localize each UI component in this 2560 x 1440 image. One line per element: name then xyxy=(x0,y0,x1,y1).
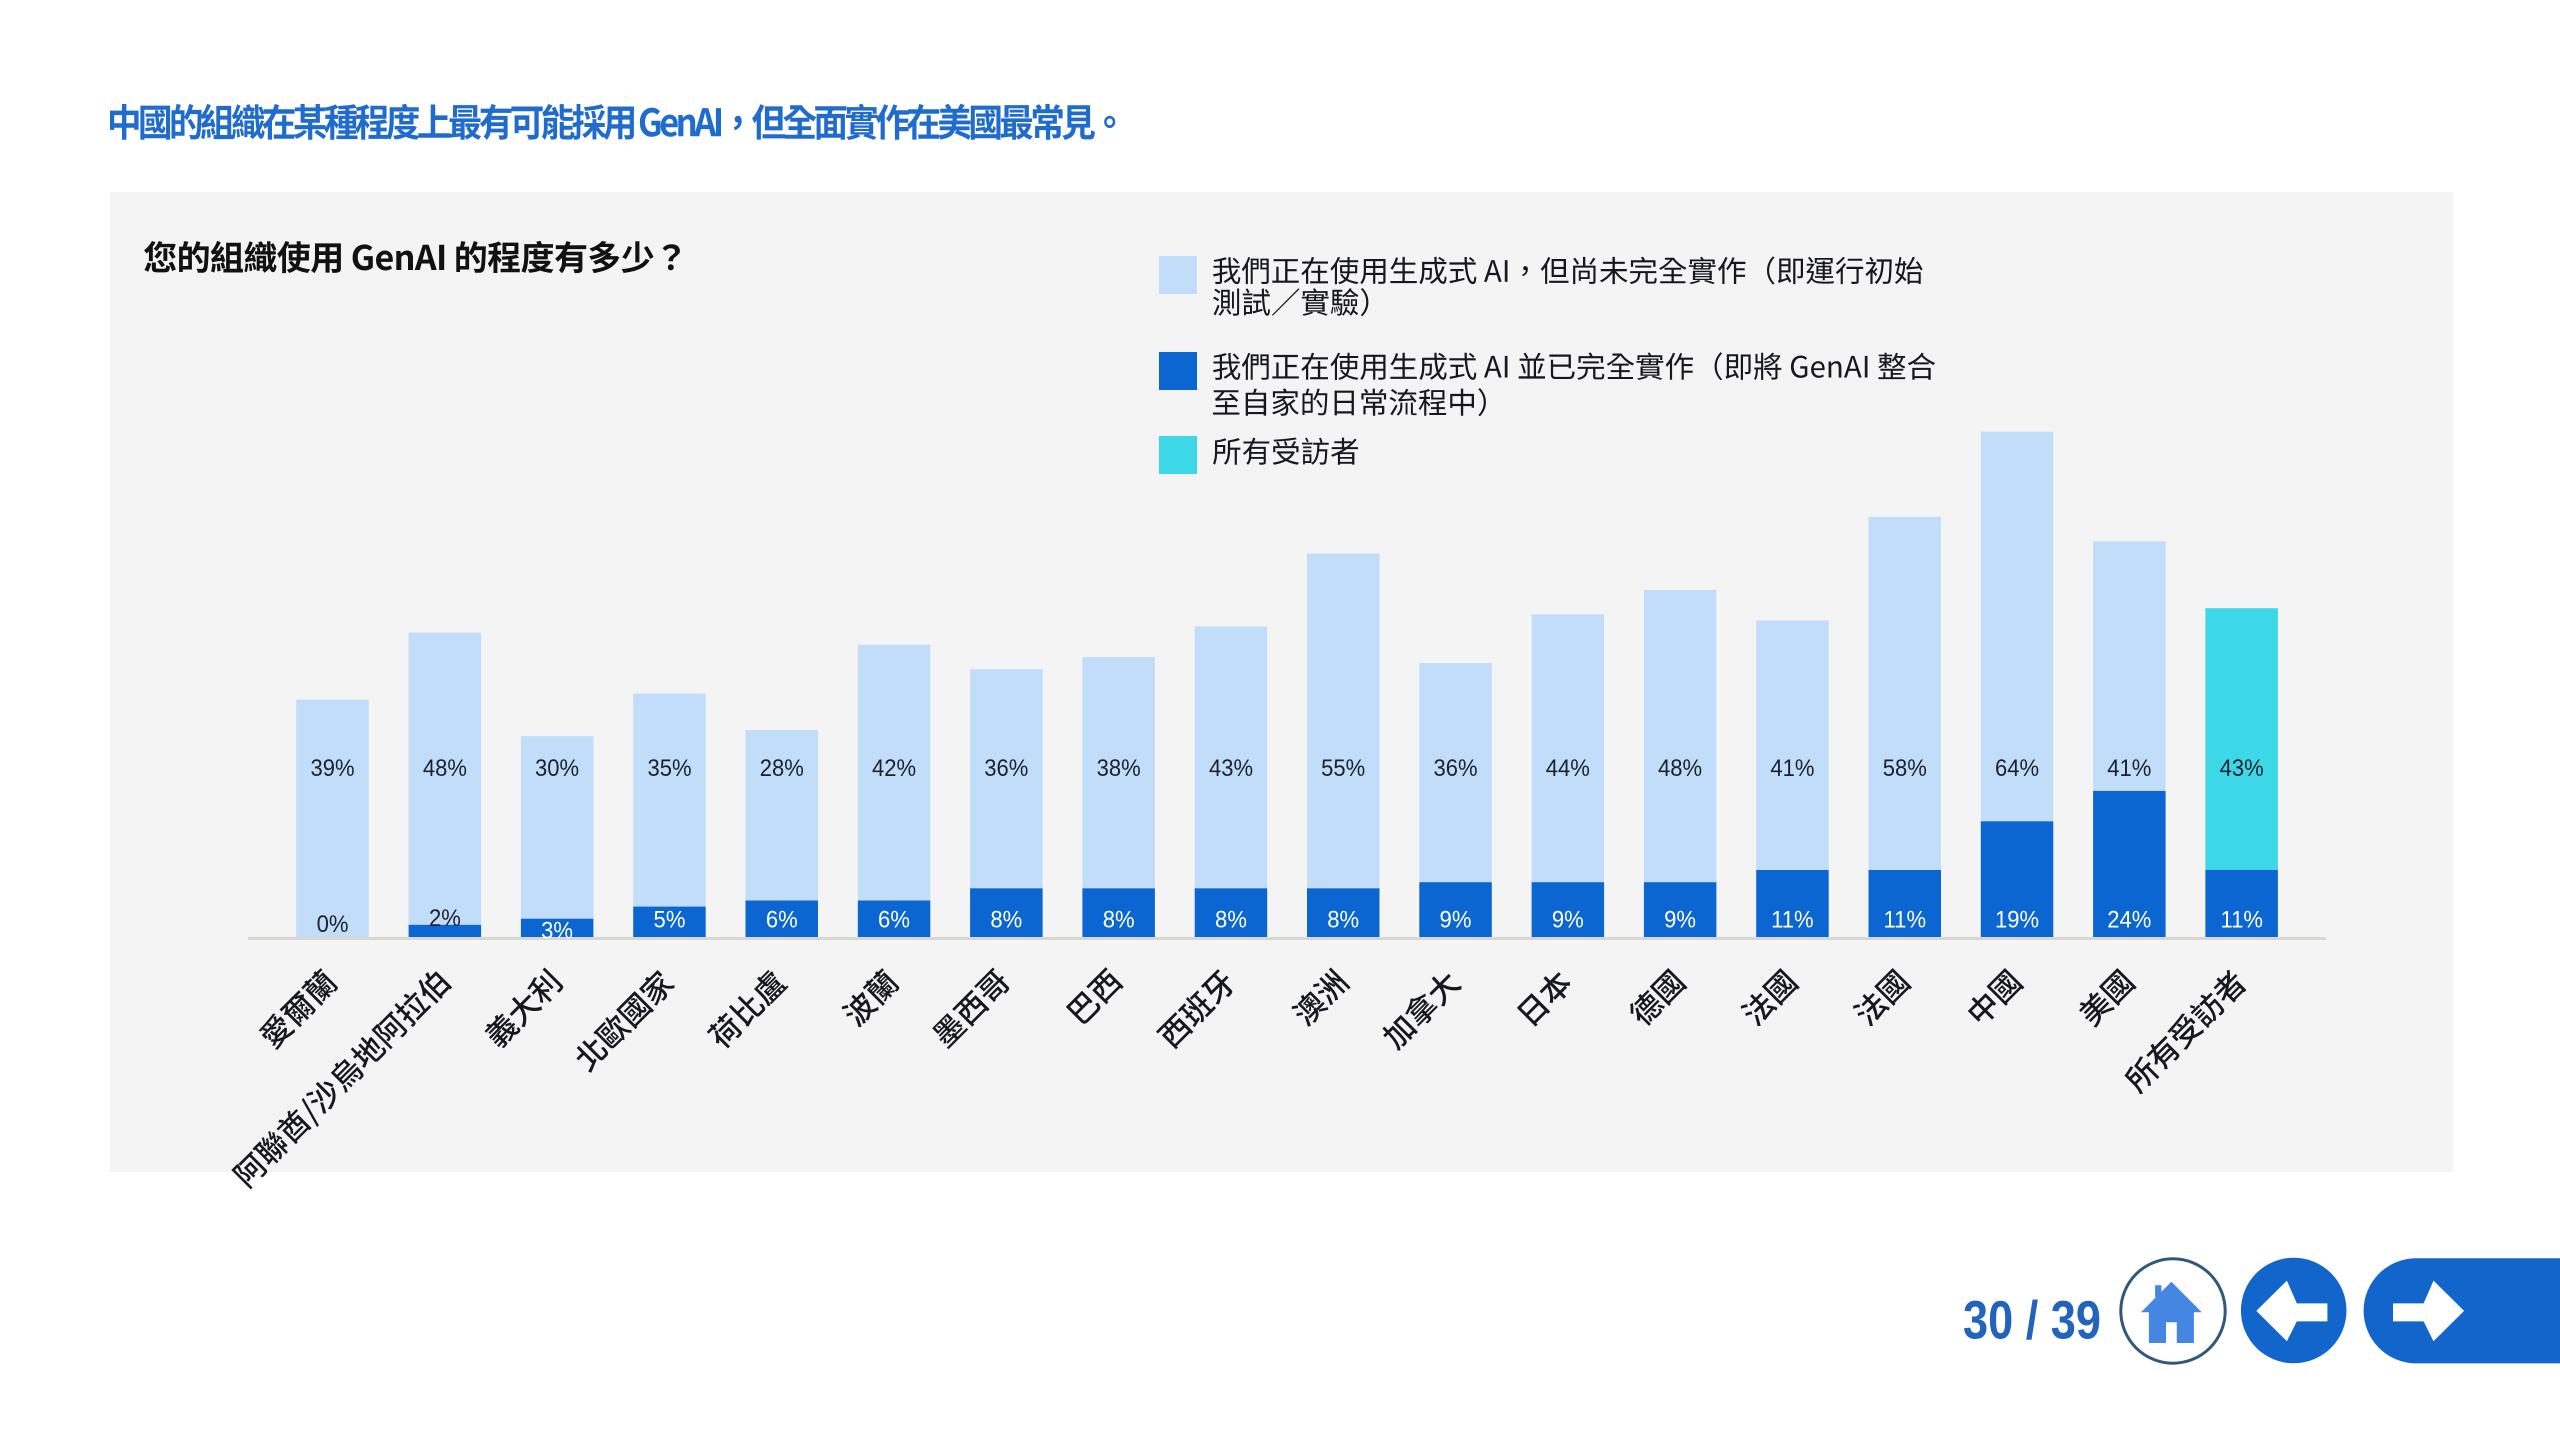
svg-text:30 / 39: 30 / 39 xyxy=(1963,1291,2101,1351)
svg-text:2%: 2% xyxy=(429,905,461,932)
svg-text:8%: 8% xyxy=(1215,906,1247,933)
svg-text:48%: 48% xyxy=(423,755,467,782)
svg-text:43%: 43% xyxy=(2220,755,2264,782)
svg-text:8%: 8% xyxy=(1327,906,1359,933)
svg-text:9%: 9% xyxy=(1440,906,1472,933)
svg-text:28%: 28% xyxy=(760,755,804,782)
svg-text:5%: 5% xyxy=(654,906,686,933)
svg-text:36%: 36% xyxy=(984,755,1028,782)
svg-text:43%: 43% xyxy=(1209,755,1253,782)
svg-text:44%: 44% xyxy=(1546,755,1590,782)
svg-text:36%: 36% xyxy=(1433,755,1477,782)
svg-text:19%: 19% xyxy=(1995,906,2039,933)
svg-text:24%: 24% xyxy=(2107,906,2151,933)
svg-text:8%: 8% xyxy=(990,906,1022,933)
svg-text:55%: 55% xyxy=(1321,755,1365,782)
svg-text:11%: 11% xyxy=(1771,906,1814,933)
svg-text:58%: 58% xyxy=(1883,755,1927,782)
svg-text:9%: 9% xyxy=(1664,906,1696,933)
svg-text:48%: 48% xyxy=(1658,755,1702,782)
svg-text:41%: 41% xyxy=(1770,755,1814,782)
svg-text:11%: 11% xyxy=(2220,906,2263,933)
svg-text:42%: 42% xyxy=(872,755,916,782)
svg-text:11%: 11% xyxy=(1884,906,1927,933)
svg-text:3%: 3% xyxy=(541,917,573,944)
svg-text:38%: 38% xyxy=(1097,755,1141,782)
svg-text:0%: 0% xyxy=(317,911,349,938)
svg-text:64%: 64% xyxy=(1995,755,2039,782)
svg-text:6%: 6% xyxy=(766,906,798,933)
svg-text:9%: 9% xyxy=(1552,906,1584,933)
svg-text:8%: 8% xyxy=(1103,906,1135,933)
svg-text:39%: 39% xyxy=(311,755,355,782)
svg-text:6%: 6% xyxy=(878,906,910,933)
svg-text:35%: 35% xyxy=(647,755,691,782)
svg-text:30%: 30% xyxy=(535,755,579,782)
svg-text:41%: 41% xyxy=(2107,755,2151,782)
